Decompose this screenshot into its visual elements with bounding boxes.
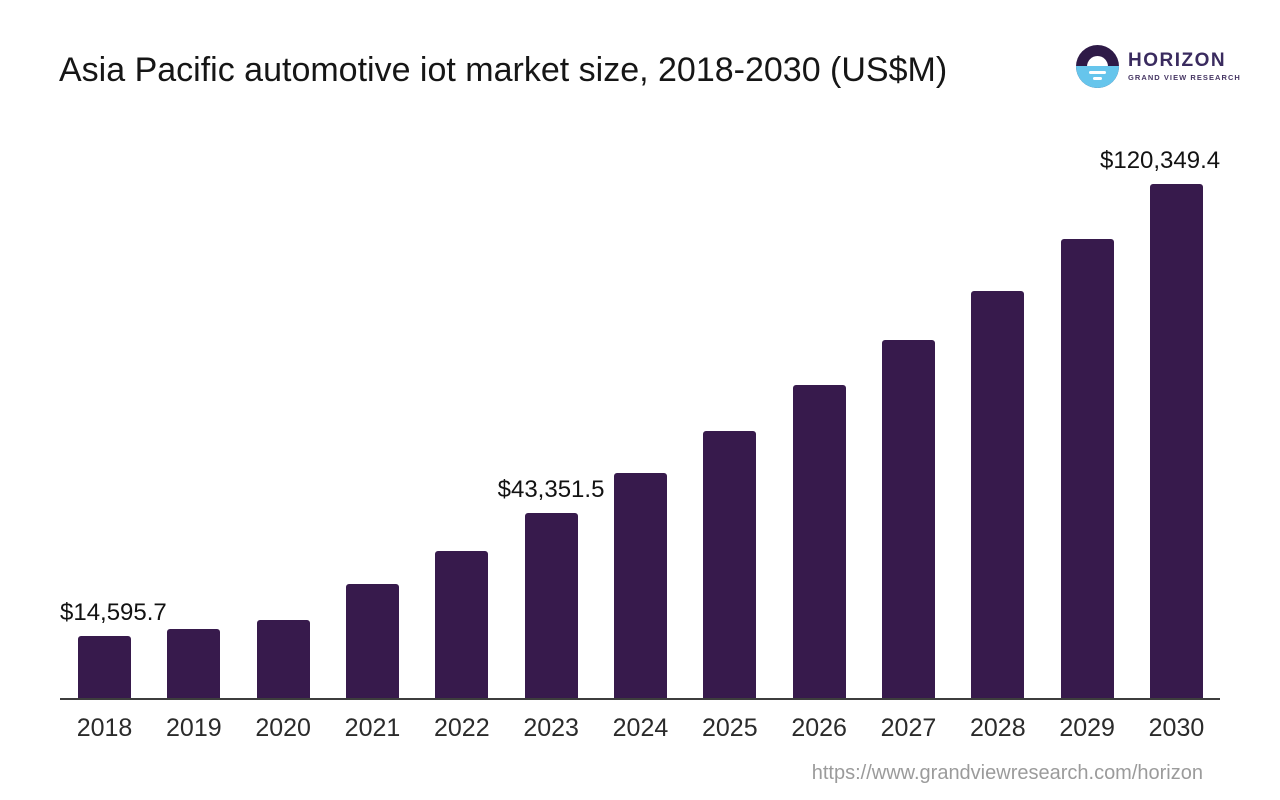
x-tick-2022: 2022 bbox=[434, 714, 490, 742]
logo-brand-name: HORIZON bbox=[1128, 49, 1227, 71]
bar-2020 bbox=[256, 620, 310, 698]
bar-2025 bbox=[703, 431, 757, 698]
bar-2028 bbox=[971, 291, 1025, 698]
logo-text: HORIZON GRAND VIEW RESEARCH bbox=[1128, 49, 1241, 83]
x-tick-2025: 2025 bbox=[701, 714, 758, 742]
x-axis-line bbox=[60, 698, 1220, 700]
chart-title: Asia Pacific automotive iot market size,… bbox=[59, 51, 948, 89]
bar-2029 bbox=[1060, 238, 1114, 698]
bar-2018 bbox=[78, 635, 131, 698]
bar-2023 bbox=[524, 512, 578, 698]
bar-2030 bbox=[1149, 184, 1203, 698]
bar-2024 bbox=[613, 472, 667, 698]
bar-2021 bbox=[345, 584, 399, 698]
water-shape bbox=[1076, 66, 1119, 88]
x-tick-2026: 2026 bbox=[791, 714, 847, 742]
horizon-logo-icon bbox=[1076, 45, 1119, 88]
horizon-line-small bbox=[1093, 77, 1102, 80]
horizon-line bbox=[1089, 71, 1106, 74]
bar-2022 bbox=[435, 550, 489, 698]
bar-2019 bbox=[167, 629, 221, 698]
logo-tagline: GRAND VIEW RESEARCH bbox=[1128, 73, 1241, 83]
value-label-2030: $120,349.4 bbox=[1100, 147, 1221, 174]
source-url: https://www.grandviewresearch.com/horizo… bbox=[811, 762, 1203, 784]
x-tick-2019: 2019 bbox=[166, 714, 222, 742]
x-tick-2018: 2018 bbox=[76, 714, 133, 742]
x-tick-2028: 2028 bbox=[969, 714, 1026, 742]
x-tick-2023: 2023 bbox=[523, 714, 579, 742]
value-label-2023: $43,351.5 bbox=[497, 475, 605, 503]
bar-2027 bbox=[881, 340, 935, 698]
horizon-logo: HORIZON GRAND VIEW RESEARCH bbox=[1076, 45, 1241, 88]
x-tick-2027: 2027 bbox=[880, 714, 937, 742]
bar-2026 bbox=[792, 385, 846, 698]
x-tick-2021: 2021 bbox=[344, 714, 401, 742]
x-tick-2024: 2024 bbox=[612, 714, 669, 742]
x-tick-2030: 2030 bbox=[1148, 714, 1205, 742]
x-tick-2020: 2020 bbox=[255, 714, 311, 742]
x-tick-2029: 2029 bbox=[1059, 714, 1115, 742]
plot-area: $14,595.7 $43,351.5 $120,349.4 bbox=[60, 0, 1220, 698]
value-label-2018: $14,595.7 bbox=[60, 598, 167, 626]
